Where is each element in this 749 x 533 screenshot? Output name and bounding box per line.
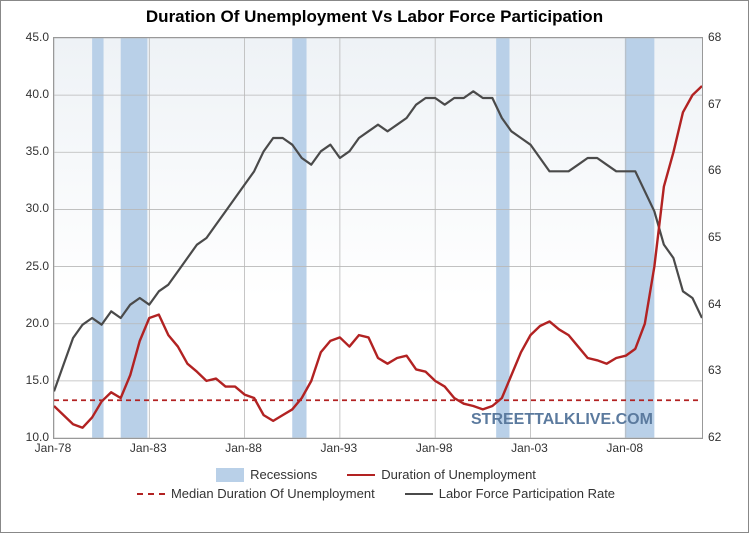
x-tick: Jan-88 [219,441,269,455]
legend-row-1: Recessions Duration of Unemployment [91,467,661,482]
median-swatch [137,493,165,495]
y-right-tick: 68 [708,30,738,44]
chart-title: Duration Of Unemployment Vs Labor Force … [1,7,748,27]
y-right-tick: 62 [708,430,738,444]
y-left-tick: 30.0 [9,201,49,215]
y-right-tick: 65 [708,230,738,244]
y-right-tick: 63 [708,363,738,377]
y-left-tick: 35.0 [9,144,49,158]
recession-band [625,38,655,438]
x-tick: Jan-08 [600,441,650,455]
y-right-tick: 66 [708,163,738,177]
y-left-tick: 25.0 [9,259,49,273]
y-left-tick: 20.0 [9,316,49,330]
plot-svg [54,38,702,438]
legend-item-lfpr: Labor Force Participation Rate [405,486,615,501]
legend-label: Median Duration Of Unemployment [171,486,375,501]
y-right-tick: 67 [708,97,738,111]
y-left-tick: 40.0 [9,87,49,101]
legend-label: Duration of Unemployment [381,467,536,482]
legend: Recessions Duration of Unemployment Medi… [91,463,661,505]
x-tick: Jan-98 [409,441,459,455]
legend-label: Recessions [250,467,317,482]
y-left-tick: 15.0 [9,373,49,387]
y-left-tick: 45.0 [9,30,49,44]
x-tick: Jan-93 [314,441,364,455]
legend-item-duration: Duration of Unemployment [347,467,536,482]
legend-label: Labor Force Participation Rate [439,486,615,501]
legend-item-median: Median Duration Of Unemployment [137,486,375,501]
recession-band [292,38,306,438]
y-right-tick: 64 [708,297,738,311]
recession-band [121,38,148,438]
chart-container: Duration Of Unemployment Vs Labor Force … [0,0,749,533]
duration-line [54,86,702,428]
lfpr-swatch [405,493,433,495]
legend-item-recessions: Recessions [216,467,317,482]
duration-swatch [347,474,375,476]
x-tick: Jan-03 [504,441,554,455]
legend-row-2: Median Duration Of Unemployment Labor Fo… [91,486,661,501]
watermark: STREETTALKLIVE.COM [471,411,653,429]
lfpr-line [54,91,702,391]
x-tick: Jan-78 [28,441,78,455]
plot-area [53,37,703,439]
recession-band [496,38,509,438]
recessions-swatch [216,468,244,482]
x-tick: Jan-83 [123,441,173,455]
recession-band [92,38,103,438]
